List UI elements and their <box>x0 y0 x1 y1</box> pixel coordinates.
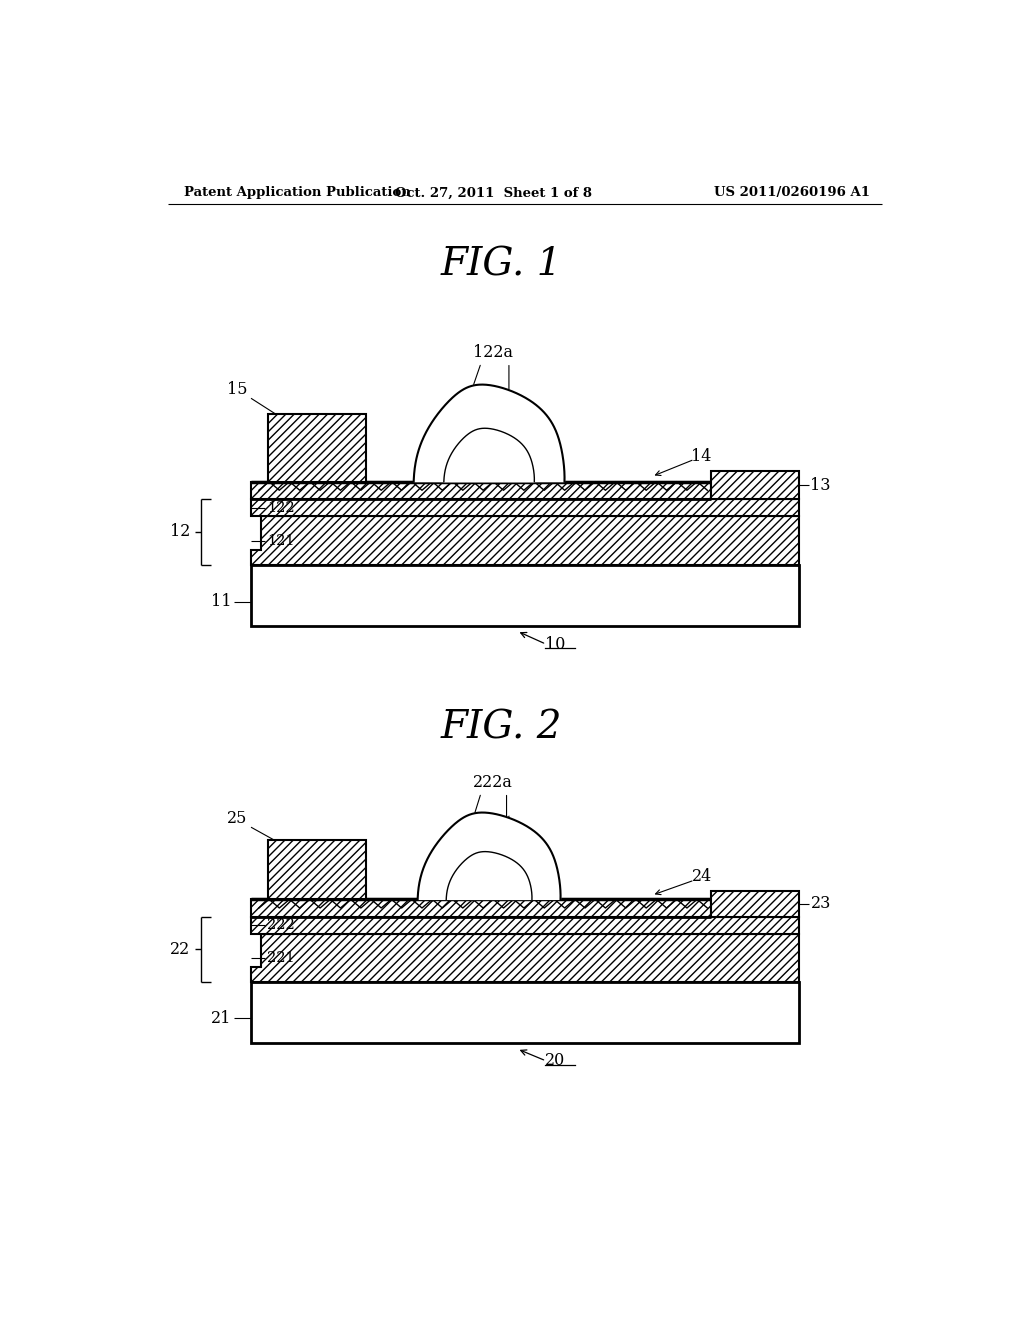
Text: US 2011/0260196 A1: US 2011/0260196 A1 <box>714 186 870 199</box>
Text: 221: 221 <box>267 950 295 965</box>
Bar <box>251 899 712 916</box>
Text: 222a: 222a <box>473 774 513 791</box>
Text: 25: 25 <box>226 810 247 828</box>
Bar <box>251 982 799 1043</box>
Text: 121: 121 <box>267 533 294 548</box>
Text: 14: 14 <box>691 447 712 465</box>
Bar <box>251 499 799 516</box>
Text: FIG. 1: FIG. 1 <box>440 247 562 284</box>
Text: 22: 22 <box>170 941 189 957</box>
Bar <box>251 565 799 626</box>
Text: 13: 13 <box>811 477 831 494</box>
Text: Patent Application Publication: Patent Application Publication <box>183 186 411 199</box>
Polygon shape <box>446 851 532 899</box>
Bar <box>251 916 799 935</box>
Bar <box>712 471 799 499</box>
Bar <box>268 413 367 482</box>
Text: Oct. 27, 2011  Sheet 1 of 8: Oct. 27, 2011 Sheet 1 of 8 <box>394 186 592 199</box>
Text: 23: 23 <box>811 895 830 912</box>
Text: 20: 20 <box>545 1052 565 1069</box>
Text: FIG. 2: FIG. 2 <box>440 709 562 746</box>
Polygon shape <box>414 384 564 482</box>
Text: 222: 222 <box>267 919 295 932</box>
Bar <box>251 482 712 499</box>
Text: 12: 12 <box>170 524 189 540</box>
Bar <box>712 891 799 916</box>
Text: 122a: 122a <box>473 345 513 362</box>
Text: 10: 10 <box>545 636 565 652</box>
Polygon shape <box>251 516 799 565</box>
Text: 122: 122 <box>267 500 295 515</box>
Polygon shape <box>443 428 535 482</box>
Text: 24: 24 <box>691 869 712 886</box>
Text: 21: 21 <box>211 1010 231 1027</box>
Polygon shape <box>418 813 560 899</box>
Bar <box>268 841 367 899</box>
Text: 11: 11 <box>211 593 231 610</box>
Text: 15: 15 <box>226 381 247 399</box>
Polygon shape <box>251 935 799 982</box>
